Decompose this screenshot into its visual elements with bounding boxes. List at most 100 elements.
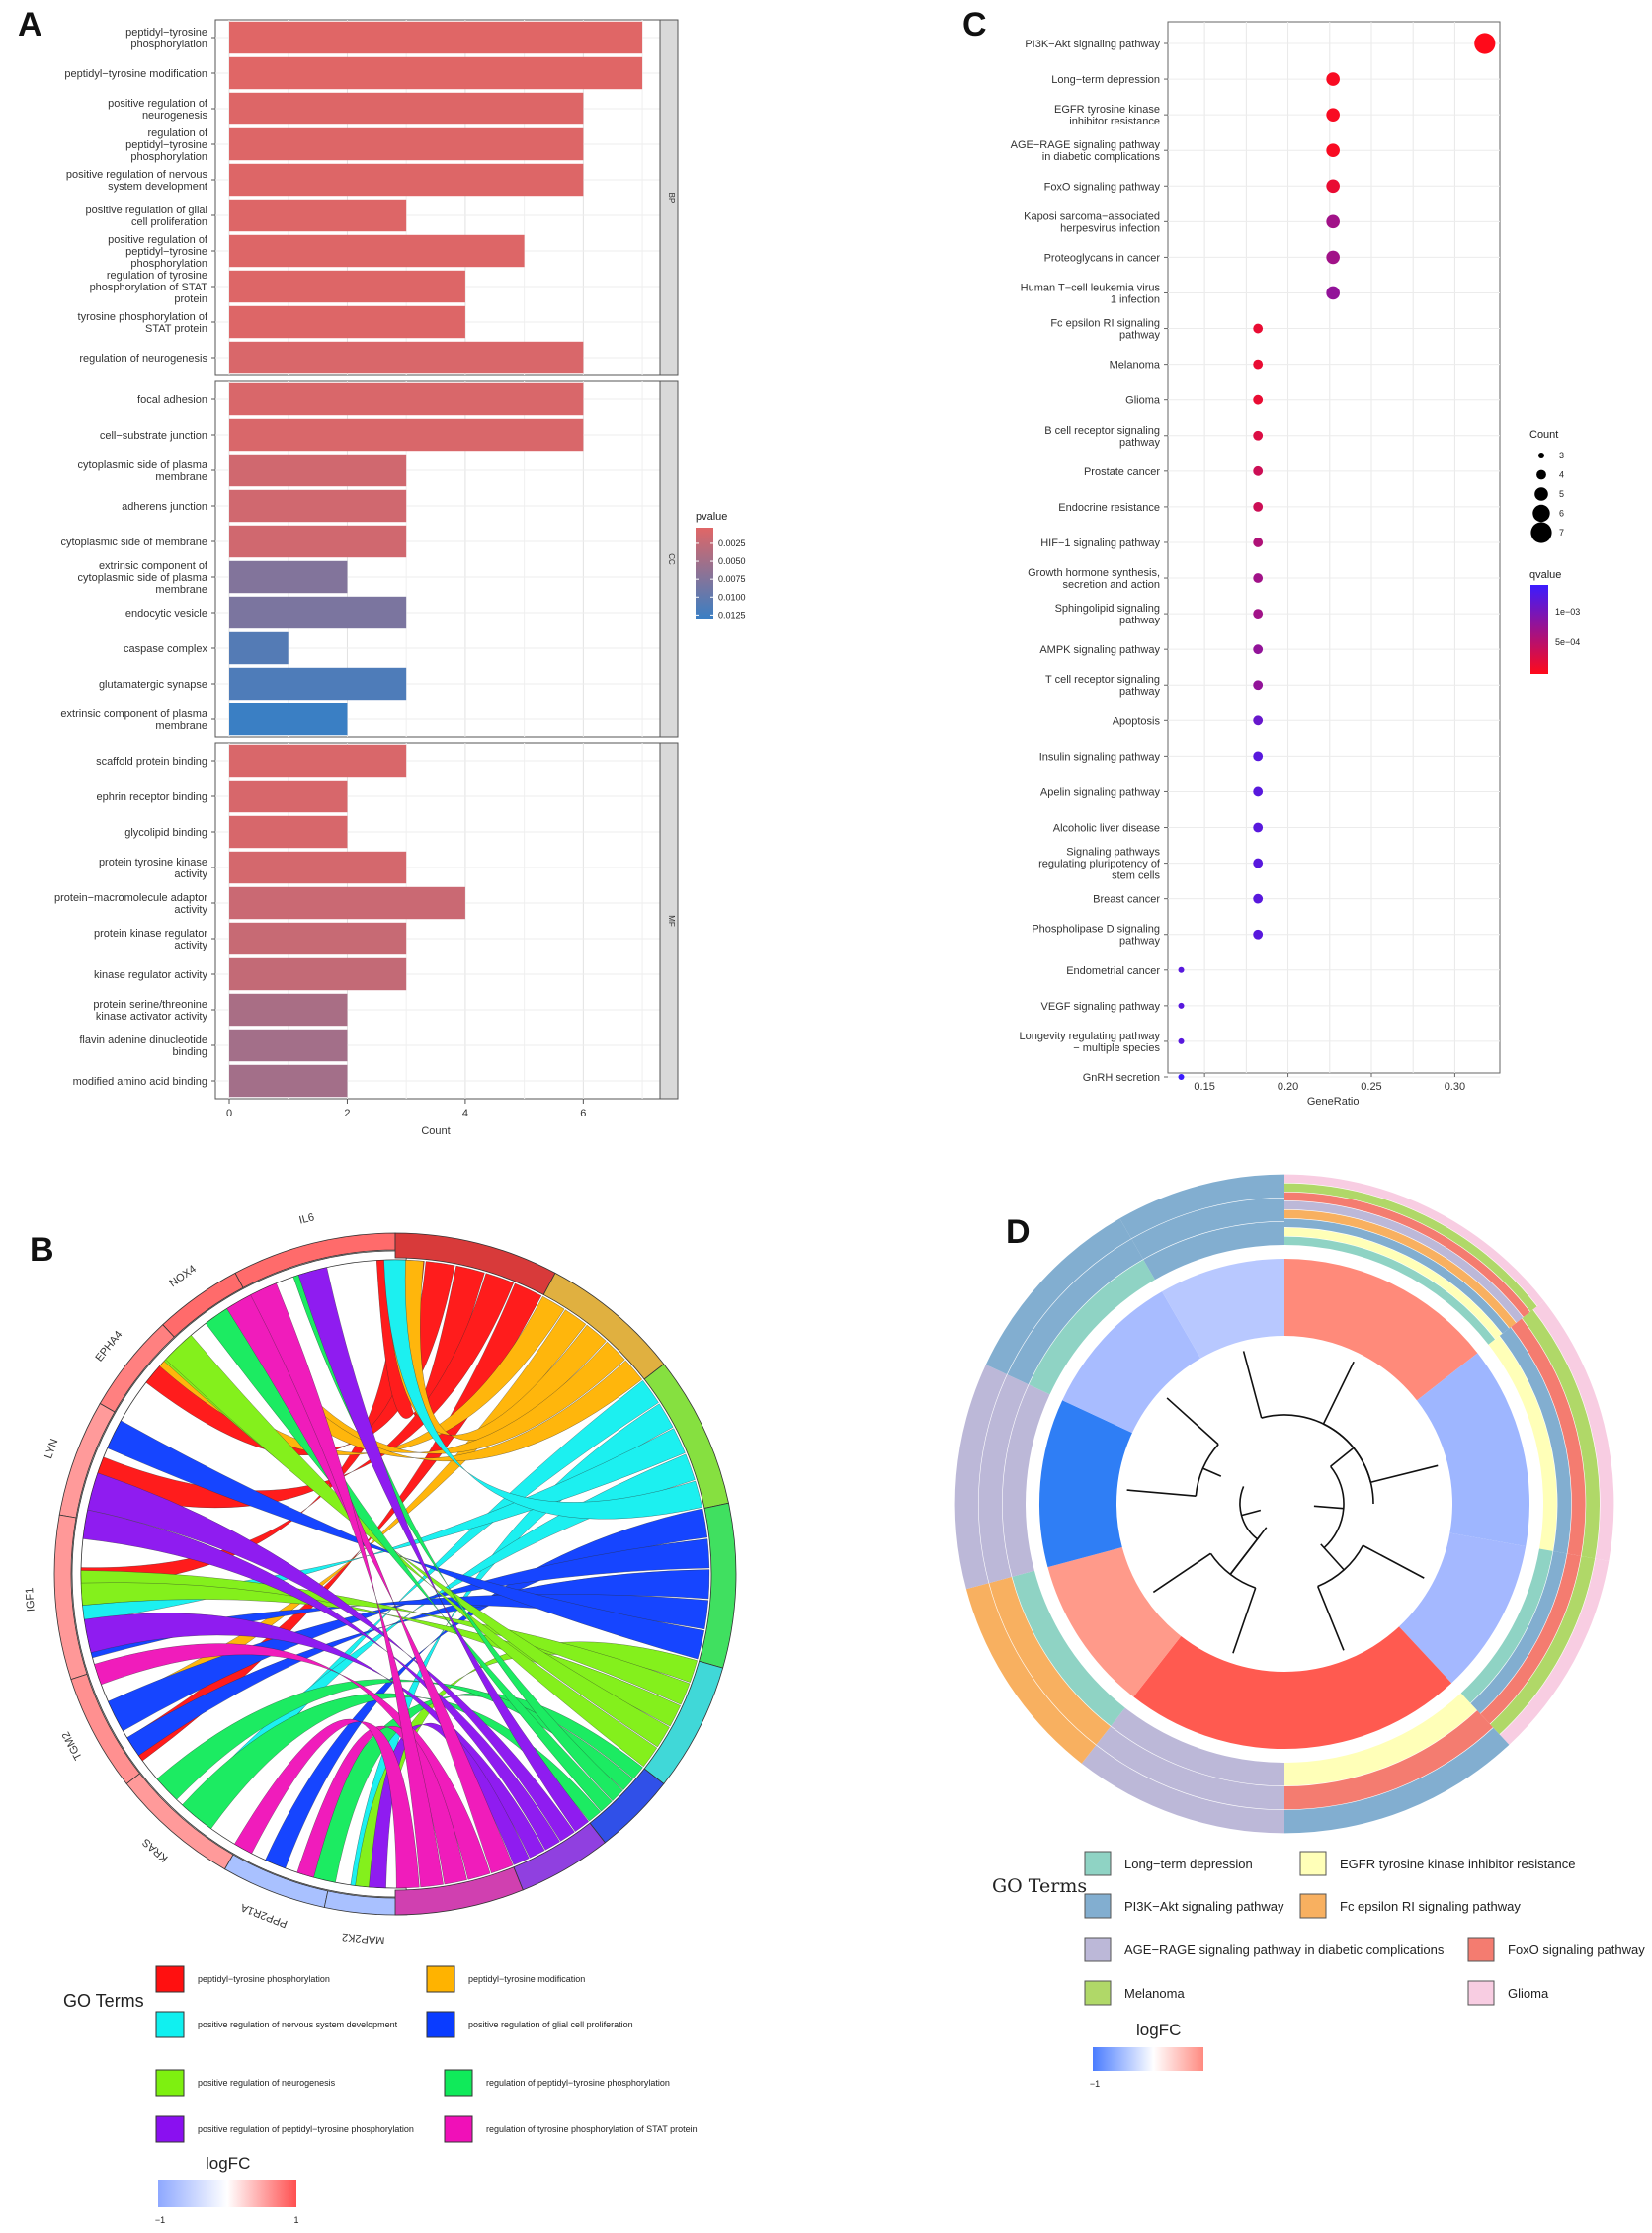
bar <box>229 341 584 374</box>
term-band <box>1131 1198 1284 1260</box>
bar-label: cytoplasmic side of plasma membrane <box>78 459 208 483</box>
pathway-label: T cell receptor signaling pathway <box>1045 674 1160 698</box>
bar-label: caspase complex <box>124 643 207 655</box>
legend-title: Count <box>1529 429 1558 441</box>
pathway-label: AMPK signaling pathway <box>1039 644 1160 656</box>
legend-label: Long−term depression <box>1124 1857 1253 1871</box>
dot <box>1253 858 1264 868</box>
bar-label: adherens junction <box>122 501 207 513</box>
circular-dendrogram-panel-d: GO Terms Long−term depression EGFR tyrosin… <box>954 1174 1645 2089</box>
facet-strip <box>659 19 679 376</box>
dendrogram-branch <box>1241 1509 1262 1517</box>
bar <box>229 199 407 232</box>
dot <box>1253 680 1264 691</box>
bar <box>229 127 584 161</box>
bar <box>229 703 348 736</box>
logfc-colorbar <box>158 2180 296 2207</box>
gene-label: LYN <box>42 1438 60 1460</box>
term-band <box>1002 1384 1050 1577</box>
panel-d-letter: D <box>1006 1213 1031 1251</box>
bar-label: scaffold protein binding <box>96 756 207 768</box>
bar-label: flavin adenine dinucleotide binding <box>79 1034 207 1058</box>
size-legend-dot <box>1530 522 1552 543</box>
pathway-label: Signaling pathways regulating pluripotenc… <box>1038 847 1161 882</box>
dot <box>1253 786 1264 797</box>
bar <box>229 780 348 813</box>
dot <box>1253 394 1264 405</box>
dot <box>1178 1002 1185 1009</box>
size-legend-label: 3 <box>1559 451 1564 460</box>
x-tick-label: 4 <box>462 1108 468 1119</box>
bar-label: extrinsic component of cytoplasmic side o… <box>78 560 208 596</box>
bar-label: regulation of neurogenesis <box>79 353 207 365</box>
dot <box>1474 33 1496 54</box>
bar-label: protein−macromolecule adaptor activity <box>54 892 208 916</box>
ribbon <box>156 1679 633 1800</box>
dot <box>1253 609 1264 620</box>
panel-b-letter: B <box>30 1231 54 1269</box>
logfc-segment <box>1062 1291 1200 1434</box>
dot <box>1326 250 1340 265</box>
bar <box>229 454 407 487</box>
legend-label: AGE−RAGE signaling pathway in diabetic c… <box>1124 1943 1445 1957</box>
pathway-label: EGFR tyrosine kinase inhibitor resistance <box>1054 104 1160 127</box>
size-legend-label: 7 <box>1559 528 1564 538</box>
pathway-label: Proteoglycans in cancer <box>1044 252 1161 264</box>
bar <box>229 21 643 54</box>
term-band <box>989 1577 1111 1745</box>
legend-label: positive regulation of neurogenesis <box>198 2078 336 2088</box>
facet-mf: scaffold protein binding ephrin receptor … <box>54 742 679 1100</box>
legend-label: EGFR tyrosine kinase inhibitor resistanc… <box>1340 1857 1575 1871</box>
x-tick-label: 0.25 <box>1361 1081 1381 1093</box>
bar-label: regulation of peptidyl−tyrosine phosphoryl… <box>125 127 208 163</box>
logfc-title: logFC <box>206 2154 250 2173</box>
legend-label: PI3K−Akt signaling pathway <box>1124 1899 1284 1914</box>
ribbon <box>165 1335 658 1768</box>
pathway-label: Longevity regulating pathway − multiple s… <box>1020 1031 1161 1054</box>
legend-swatch <box>155 2115 185 2143</box>
term-band <box>978 1374 1029 1584</box>
pathway-label: Human T−cell leukemia virus 1 infection <box>1021 282 1161 305</box>
ribbons <box>80 1259 710 1889</box>
pathway-label: VEGF signaling pathway <box>1041 1001 1161 1013</box>
logfc-tick: −1 <box>155 2215 165 2225</box>
legend-title: GO Terms <box>63 1991 144 2011</box>
gene-arc <box>99 1324 175 1413</box>
term-band <box>1284 1727 1510 1834</box>
legend-swatch <box>426 2011 455 2038</box>
bar-label: positive regulation of peptidyl−tyrosine p… <box>108 234 208 270</box>
facet-strip-label: BP <box>667 193 676 204</box>
pathway-label: Sphingolipid signaling pathway <box>1055 603 1161 626</box>
x-tick-label: 2 <box>344 1108 350 1119</box>
bar-label: focal adhesion <box>137 394 207 406</box>
x-axis-label: Count <box>421 1125 450 1137</box>
bar <box>229 234 525 268</box>
dot <box>1253 323 1264 334</box>
legend-label: positive regulation of glial cell prolif… <box>468 2020 633 2029</box>
dot <box>1253 644 1264 655</box>
panel-a-letter: A <box>18 6 42 43</box>
pathway-label: Insulin signaling pathway <box>1039 751 1161 763</box>
dot <box>1253 751 1264 762</box>
dot <box>1178 966 1185 973</box>
legend-swatch <box>1084 1980 1112 2006</box>
bar-label: ephrin receptor binding <box>96 791 207 803</box>
legend-swatch <box>1084 1851 1112 1876</box>
bar-chart-panel-a: peptidyl−tyrosine phosphorylation peptidyl… <box>54 19 746 1137</box>
term-band <box>1470 1550 1567 1714</box>
legend-tick-label: 0.0050 <box>718 556 746 566</box>
logfc-title: logFC <box>1136 2021 1181 2039</box>
legend-tick-label: 0.0075 <box>718 574 746 584</box>
bar <box>229 560 348 594</box>
legend-swatch <box>444 2069 473 2097</box>
dendrogram-arc <box>1209 1552 1256 1589</box>
size-legend-dot <box>1532 504 1550 523</box>
dot <box>1178 1074 1185 1080</box>
x-tick-label: 6 <box>580 1108 586 1119</box>
legend-swatch <box>1467 1937 1495 1962</box>
logfc-colorbar <box>1093 2047 1203 2071</box>
bar <box>229 525 407 558</box>
dendrogram-branch <box>1242 1351 1263 1419</box>
facet-strip <box>659 742 679 1100</box>
bar <box>229 744 407 778</box>
